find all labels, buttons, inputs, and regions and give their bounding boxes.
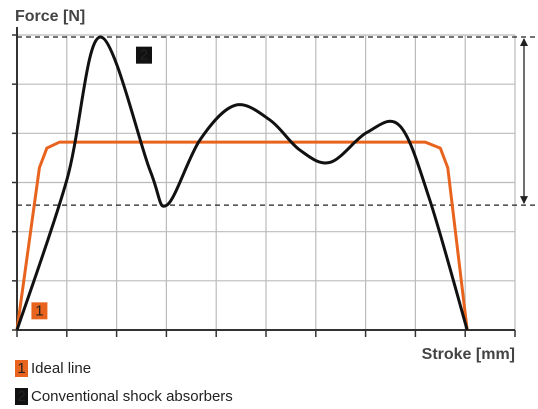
legend-number: 2 [17,388,25,405]
series-line [15,35,469,331]
arrow-head [520,37,528,46]
y-axis-label: Force [N] [15,8,85,25]
series-marker-box [135,46,152,64]
legend-box [15,360,28,377]
legend-label: Ideal line [31,360,91,377]
x-axis-label: Stroke [mm] [422,346,515,363]
series-marker-box [31,302,48,320]
legend-number: 1 [17,360,25,377]
series-marker: 1 [35,302,43,319]
arrow-head [520,196,528,205]
series-marker: 2 [140,47,148,64]
legend-label: Conventional shock absorbers [31,388,233,405]
legend-box [15,388,28,405]
series-line [15,140,469,331]
